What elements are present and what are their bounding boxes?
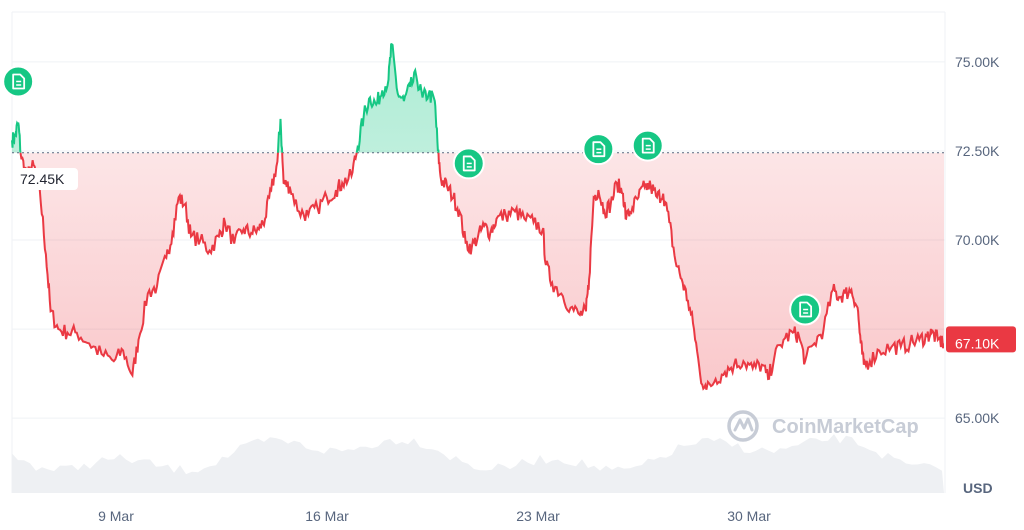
y-tick-label: 65.00K (955, 410, 1000, 426)
y-tick-label: 75.00K (955, 54, 1000, 70)
report-marker[interactable] (452, 147, 485, 180)
currency-unit-label: USD (963, 480, 993, 496)
report-markers[interactable] (2, 65, 822, 326)
report-marker[interactable] (2, 65, 35, 98)
y-tick-label: 72.50K (955, 143, 1000, 159)
last-price-text: 67.10K (955, 335, 1000, 351)
volume-area (12, 434, 944, 493)
x-tick-label: 30 Mar (727, 508, 771, 524)
area-below-reference (20, 152, 944, 390)
reference-label: 72.45K (16, 168, 78, 190)
coinmarketcap-logo-icon (727, 410, 759, 442)
volume-silhouette (12, 434, 944, 493)
last-price-label: 67.10K (946, 326, 1016, 353)
y-tick-label: 70.00K (955, 232, 1000, 248)
report-marker[interactable] (631, 129, 664, 162)
watermark-text: CoinMarketCap (772, 416, 919, 438)
x-axis: 9 Mar 16 Mar 23 Mar 30 Mar (98, 508, 771, 524)
report-marker[interactable] (789, 293, 822, 326)
report-marker[interactable] (582, 133, 615, 166)
price-line-below (19, 152, 944, 391)
watermark: CoinMarketCap (727, 410, 919, 442)
document-icon (12, 73, 26, 90)
reference-value-text: 72.45K (20, 171, 65, 187)
document-icon (592, 141, 606, 158)
document-icon (462, 155, 476, 172)
document-icon (641, 137, 655, 154)
y-axis: 75.00K 72.50K 70.00K 65.00K (955, 54, 1000, 426)
x-tick-label: 9 Mar (98, 508, 134, 524)
x-tick-label: 23 Mar (516, 508, 560, 524)
document-icon (799, 301, 813, 318)
x-tick-label: 16 Mar (305, 508, 349, 524)
